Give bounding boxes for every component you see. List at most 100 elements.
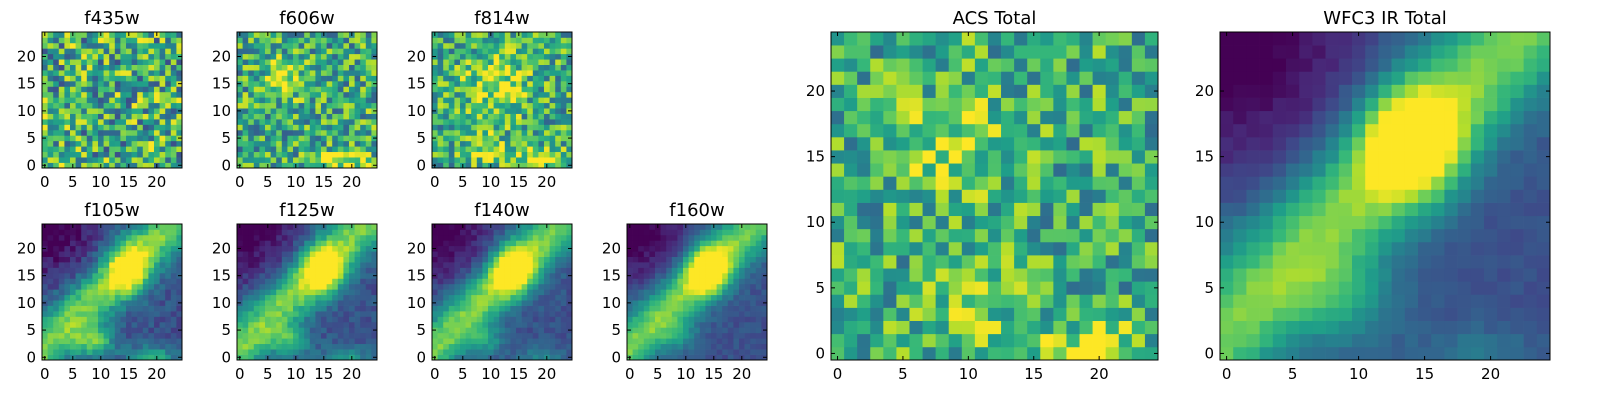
heatmap-cell xyxy=(909,294,923,308)
heatmap-cell xyxy=(142,321,149,328)
heatmap-cell xyxy=(70,91,76,98)
heatmap-cell xyxy=(298,157,305,163)
heatmap-cell xyxy=(549,251,556,257)
heatmap-cell xyxy=(443,294,450,301)
heatmap-cell xyxy=(465,294,472,301)
heatmap-cell xyxy=(148,327,155,334)
heatmap-cell xyxy=(70,251,76,257)
heatmap-cell xyxy=(560,124,567,131)
heatmap-cell xyxy=(298,48,305,55)
heatmap-cell xyxy=(555,245,562,252)
heatmap-cell xyxy=(750,272,757,279)
heatmap-cell xyxy=(159,240,166,247)
heatmap-cell xyxy=(154,64,160,71)
heatmap-cell xyxy=(510,289,517,296)
heatmap-cell xyxy=(549,349,556,355)
heatmap-cell xyxy=(857,189,871,203)
heatmap-cell xyxy=(137,354,144,361)
heatmap-cell xyxy=(131,300,138,306)
heatmap-cell xyxy=(454,59,461,65)
heatmap-cell xyxy=(831,150,845,164)
heatmap-cell xyxy=(465,32,472,38)
heatmap-cell xyxy=(270,157,277,163)
heatmap-cell xyxy=(64,256,71,263)
heatmap-cell xyxy=(75,32,82,38)
heatmap-cell xyxy=(70,157,76,163)
heatmap-cell xyxy=(170,42,177,49)
heatmap-cell xyxy=(750,327,757,334)
heatmap-cell xyxy=(1092,215,1107,230)
heatmap-cell xyxy=(332,157,339,163)
heatmap-cell xyxy=(64,97,71,104)
heatmap-cell xyxy=(321,113,327,120)
heatmap-cell xyxy=(53,59,60,65)
heatmap-cell xyxy=(844,215,858,230)
heatmap-cell xyxy=(705,338,712,345)
heatmap-cell xyxy=(677,262,684,268)
heatmap-cell xyxy=(98,256,104,263)
x-tick-label: 20 xyxy=(147,173,166,191)
heatmap-cell xyxy=(935,228,950,243)
heatmap-cell xyxy=(321,53,327,60)
heatmap-cell xyxy=(298,151,305,158)
heatmap-cell xyxy=(148,272,155,279)
heatmap-cell xyxy=(544,146,550,153)
heatmap-cell xyxy=(253,97,260,104)
heatmap-cell xyxy=(727,311,734,317)
heatmap-cell xyxy=(315,300,322,306)
heatmap-cell xyxy=(103,311,110,317)
heatmap-cell xyxy=(727,278,734,285)
heatmap-cell xyxy=(948,268,963,282)
heatmap-cell xyxy=(510,70,517,76)
heatmap-cell xyxy=(126,332,132,339)
heatmap-cell xyxy=(1027,150,1041,164)
heatmap-cell xyxy=(53,311,60,317)
heatmap-cell xyxy=(159,102,166,109)
heatmap-cell xyxy=(131,86,138,93)
heatmap-cell xyxy=(293,42,299,49)
heatmap-cell xyxy=(694,316,701,323)
heatmap-cell xyxy=(1105,333,1120,348)
heatmap-cell xyxy=(154,327,160,334)
heatmap-cell xyxy=(460,240,466,247)
heatmap-cell xyxy=(476,146,483,153)
heatmap-cell xyxy=(488,234,494,241)
heatmap-cell xyxy=(566,256,573,263)
y-tick-label: 5 xyxy=(26,321,36,339)
heatmap-cell xyxy=(482,262,489,268)
heatmap-cell xyxy=(857,307,871,321)
heatmap-cell xyxy=(304,91,311,98)
heatmap-cell xyxy=(237,91,243,98)
heatmap-cell xyxy=(332,245,339,252)
heatmap-cell xyxy=(176,240,183,247)
heatmap-cell xyxy=(75,262,82,268)
heatmap-cell xyxy=(365,119,372,125)
heatmap-cell xyxy=(527,32,534,38)
heatmap-cell xyxy=(131,162,138,169)
heatmap-cell xyxy=(482,140,489,147)
heatmap-cell xyxy=(365,300,372,306)
heatmap-cell xyxy=(482,113,489,120)
heatmap-cell xyxy=(649,321,656,328)
heatmap-cell xyxy=(165,32,172,38)
heatmap-cell xyxy=(922,333,936,348)
heatmap-cell xyxy=(103,343,110,350)
heatmap-cell xyxy=(1118,189,1133,203)
heatmap-cell xyxy=(92,316,99,323)
x-tick-label: 20 xyxy=(537,173,556,191)
heatmap-cell xyxy=(935,320,950,335)
heatmap-cell xyxy=(510,300,517,306)
heatmap-cell xyxy=(566,129,573,136)
heatmap-cell xyxy=(92,224,99,230)
heatmap-cell xyxy=(42,251,48,257)
heatmap-cell xyxy=(504,332,511,339)
heatmap-cell xyxy=(493,300,500,306)
heatmap-cell xyxy=(488,332,494,339)
heatmap-cell xyxy=(761,311,768,317)
heatmap-cell xyxy=(499,267,506,274)
heatmap-cell xyxy=(922,176,936,190)
heatmap-cell xyxy=(253,124,260,131)
x-tick-label: 15 xyxy=(704,365,723,383)
heatmap-cell xyxy=(349,86,355,93)
